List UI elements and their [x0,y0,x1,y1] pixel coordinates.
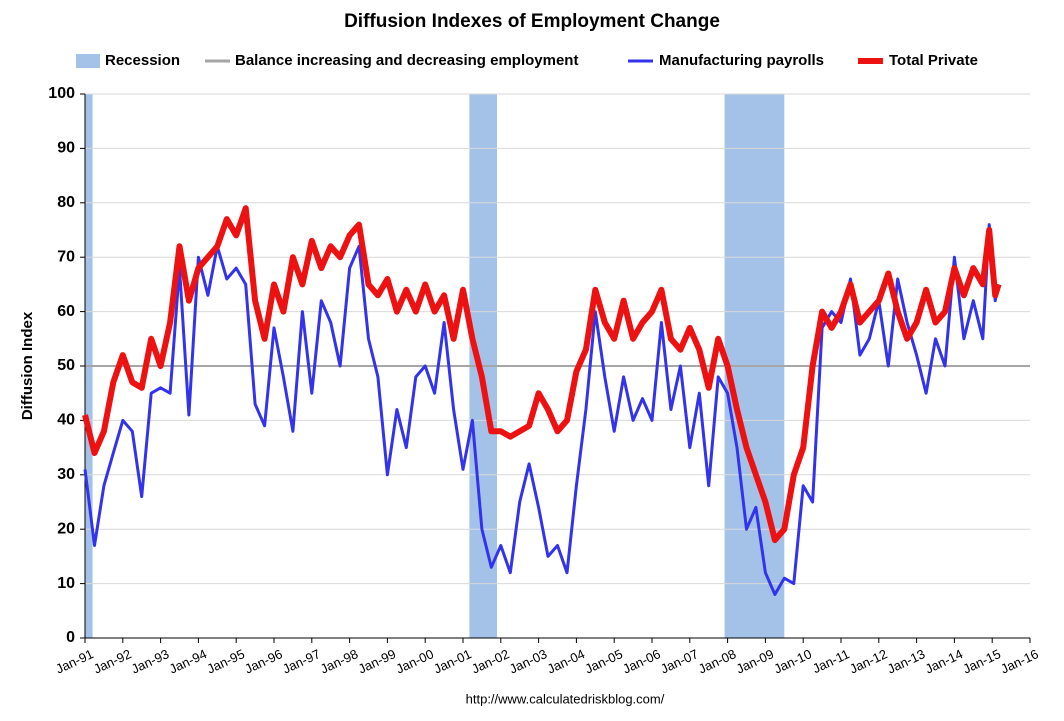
x-tick-label: Jan-00 [394,646,436,676]
x-tick-label: Jan-02 [469,646,511,676]
x-tick-label: Jan-99 [356,646,398,676]
x-tick-label: Jan-92 [91,646,133,676]
x-tick-label: Jan-08 [696,646,738,676]
x-tick-label: Jan-09 [734,646,776,676]
y-tick-label: 40 [57,412,75,429]
x-tick-label: Jan-97 [280,646,322,676]
y-tick-label: 60 [57,303,75,320]
x-tick-label: Jan-05 [583,646,625,676]
x-tick-label: Jan-01 [431,646,473,676]
x-tick-label: Jan-12 [847,646,889,676]
x-tick-label: Jan-13 [885,646,927,676]
y-tick-label: 70 [57,248,75,265]
y-axis-label: Diffusion Index [19,311,36,420]
series-line [82,205,1002,544]
legend-label: Manufacturing payrolls [659,52,824,69]
x-tick-label: Jan-14 [923,646,965,676]
legend-label: Recession [105,52,180,69]
chart-title: Diffusion Indexes of Employment Change [344,11,720,32]
series-line [83,223,1001,596]
source: http://www.calculatedriskblog.com/ [466,691,665,706]
x-tick-label: Jan-91 [53,646,95,676]
x-tick-label: Jan-11 [810,646,852,676]
x-tick-label: Jan-04 [545,646,587,676]
y-tick-label: 30 [57,466,75,483]
x-tick-label: Jan-10 [772,646,814,676]
y-tick-label: 0 [66,629,75,646]
legend-swatch [76,54,100,68]
y-tick-label: 90 [57,140,75,157]
x-tick-label: Jan-98 [318,646,360,676]
x-tick-label: Jan-06 [620,646,662,676]
y-tick-label: 80 [57,194,75,211]
legend-label: Total Private [889,52,978,69]
legend-label: Balance increasing and decreasing employ… [235,52,578,69]
x-tick-label: Jan-07 [658,646,700,676]
x-tick-label: Jan-93 [129,646,171,676]
x-tick-label: Jan-96 [242,646,284,676]
y-tick-label: 10 [57,575,75,592]
x-tick-label: Jan-94 [167,646,209,676]
y-tick-label: 50 [57,357,75,374]
y-tick-label: 100 [48,85,75,102]
x-tick-label: Jan-95 [205,646,247,676]
x-tick-label: Jan-03 [507,646,549,676]
y-tick-label: 20 [57,520,75,537]
x-tick-label: Jan-15 [961,646,1003,676]
x-tick-label: Jan-16 [998,646,1040,676]
